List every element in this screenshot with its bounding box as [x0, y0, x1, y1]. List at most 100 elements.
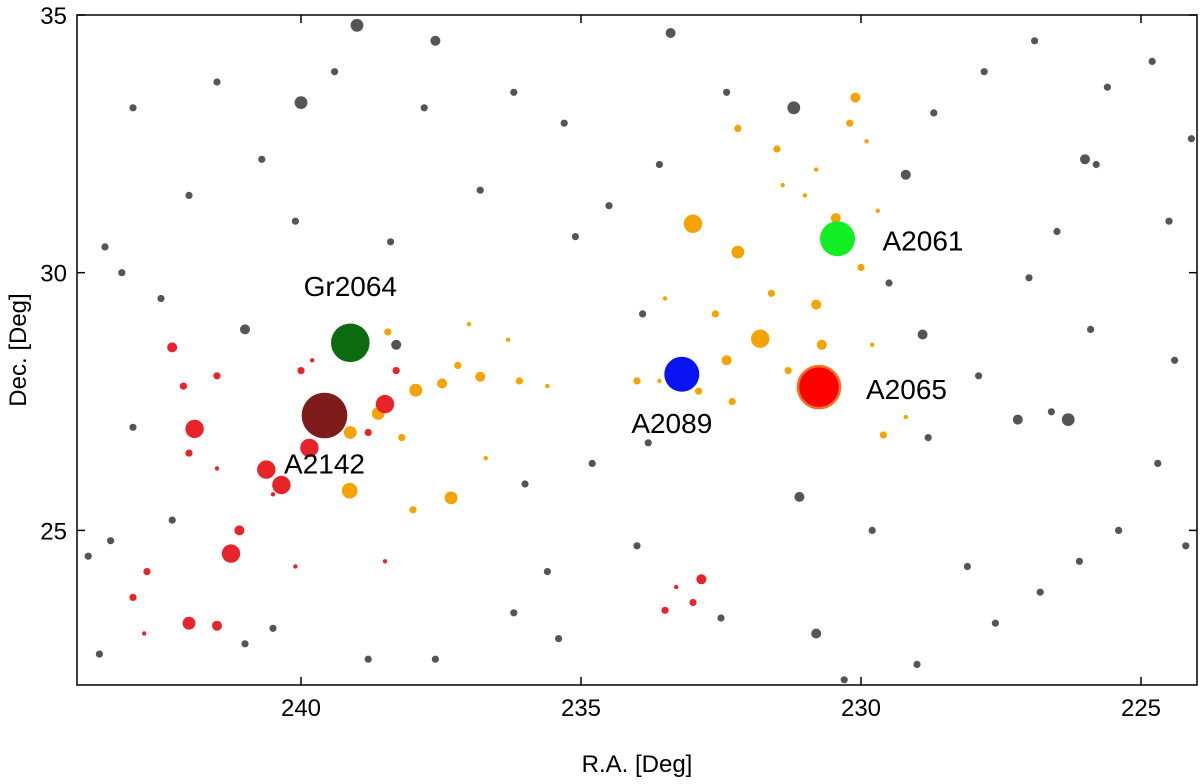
data-point [214, 466, 220, 471]
data-point [571, 233, 580, 241]
data-point [118, 269, 126, 277]
data-point [466, 322, 472, 327]
cluster-label-a2061: A2061 [883, 226, 964, 257]
data-point [168, 516, 176, 524]
data-point [300, 438, 319, 458]
y-axis-title: Dec. [Deg] [5, 293, 32, 406]
data-point [343, 426, 357, 439]
data-point [387, 238, 395, 246]
data-point [107, 537, 115, 545]
data-point [588, 459, 596, 467]
data-point [437, 378, 448, 389]
data-point [1031, 37, 1039, 45]
data-point [811, 628, 822, 639]
data-point [167, 342, 178, 353]
data-point [696, 574, 707, 585]
cluster-marker-a2089 [664, 356, 700, 392]
data-point [723, 88, 731, 96]
x-tick-label: 235 [561, 695, 601, 722]
data-point [409, 506, 417, 514]
data-point [240, 324, 250, 335]
data-point [420, 104, 428, 112]
data-point [258, 155, 266, 163]
data-point [1087, 325, 1095, 333]
data-point [341, 482, 358, 499]
data-point [674, 584, 679, 590]
data-point [185, 419, 204, 439]
data-point [773, 145, 781, 153]
data-point [212, 620, 222, 631]
data-point [975, 372, 983, 380]
data-point [269, 624, 277, 632]
data-point [1154, 459, 1162, 467]
data-point [751, 329, 770, 348]
y-tick-label: 25 [40, 518, 67, 545]
data-point [875, 208, 880, 213]
data-point [101, 243, 109, 251]
data-point [1025, 274, 1033, 282]
data-point [213, 372, 221, 380]
data-point [639, 310, 647, 318]
data-point [850, 92, 861, 103]
y-tick-label: 35 [40, 3, 67, 30]
data-point [840, 676, 848, 684]
data-point [913, 660, 921, 669]
data-point [721, 355, 732, 366]
data-point [917, 329, 928, 340]
data-point [521, 480, 529, 488]
data-point [350, 18, 364, 32]
data-point [179, 382, 187, 390]
x-axis-title: R.A. [Deg] [582, 751, 693, 778]
data-point [780, 182, 785, 188]
data-point [95, 650, 103, 658]
data-point [270, 492, 276, 497]
data-point [364, 655, 372, 663]
data-point [868, 526, 876, 535]
data-point [811, 299, 822, 310]
clusters-layer: A2142 Gr2064 A2089 A2065 A2061 [284, 221, 964, 480]
data-point [143, 568, 151, 576]
data-point [1103, 83, 1111, 91]
data-point [1012, 414, 1023, 425]
data-point [683, 214, 703, 233]
data-point [1047, 408, 1055, 416]
data-point [375, 394, 395, 414]
data-point [1075, 557, 1083, 565]
data-point [655, 160, 664, 169]
cluster-marker-a2142 [301, 392, 348, 439]
cluster-label-a2065: A2065 [866, 374, 947, 405]
data-point [515, 377, 524, 385]
data-point [444, 491, 458, 505]
cluster-label-a2089: A2089 [631, 408, 712, 439]
data-point [661, 606, 669, 614]
data-point [129, 423, 137, 431]
plot-area [77, 15, 1197, 685]
data-point [430, 35, 441, 46]
data-point [633, 377, 641, 385]
data-point [294, 96, 308, 109]
data-point [272, 475, 291, 495]
data-point [84, 552, 92, 560]
data-point [734, 124, 742, 132]
data-point [830, 213, 841, 224]
data-point [475, 371, 486, 382]
x-tick-label: 230 [841, 695, 881, 722]
data-point [794, 491, 805, 502]
data-point [1182, 542, 1190, 550]
data-point [980, 68, 988, 76]
data-point [857, 263, 865, 272]
data-point [731, 245, 745, 259]
data-point [185, 191, 193, 199]
data-point [767, 289, 776, 297]
cluster-marker-gr2064 [331, 323, 370, 363]
data-point [510, 609, 518, 617]
data-point [633, 542, 641, 550]
data-point [185, 449, 193, 457]
cluster-label-a2142: A2142 [284, 449, 365, 480]
ticks-layer: 240 235 230 225 25 30 35 [40, 3, 1197, 722]
data-point [555, 635, 563, 643]
cluster-label-gr2064: Gr2064 [304, 271, 397, 302]
data-point [991, 619, 1000, 627]
data-point [454, 361, 462, 370]
data-point [1148, 57, 1156, 65]
